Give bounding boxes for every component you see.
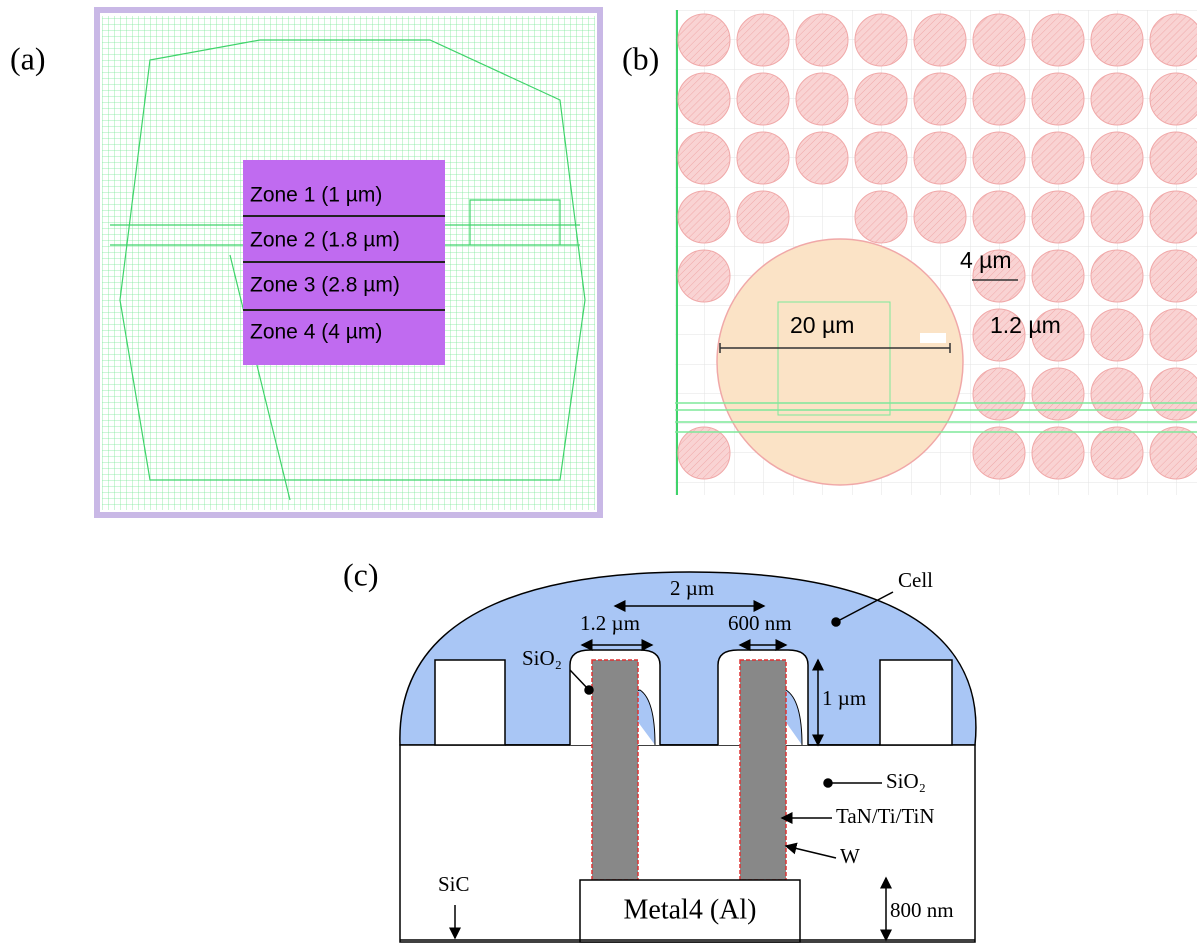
via-cell [678,191,730,243]
via-cell [855,73,907,125]
dim-label: 1 µm [822,686,866,710]
dim-label: 1.2 µm [580,611,640,635]
via-cell [1150,309,1197,361]
via [592,660,638,880]
via-cell [973,14,1025,66]
via-cell [973,368,1025,420]
via-cell [1091,368,1143,420]
panel-label: (b) [622,40,659,76]
material-label: W [840,844,860,868]
dim-label: 600 nm [728,611,792,635]
zone-label: Zone 2 (1.8 µm) [250,229,400,252]
via-cell [1150,250,1197,302]
via-cell [1032,73,1084,125]
via-cell [1091,427,1143,479]
metal-label: Metal4 (Al) [624,894,757,925]
layout-a: Zone 1 (1 µm) Zone 2 (1.8 µm) Zone 3 (2.… [97,10,600,515]
via-cell [796,73,848,125]
material-label: TaN/Ti/TiN [836,804,935,828]
via-cell [973,73,1025,125]
material-label: SiO₂ [522,646,562,670]
via-cell [1091,14,1143,66]
via-cell [1091,250,1143,302]
dim-label: 800 nm [890,898,954,922]
via-cell [1150,427,1197,479]
via-cell [914,191,966,243]
via-cell [973,427,1025,479]
via-cell [914,132,966,184]
via-cell [1091,132,1143,184]
pointer-dot [832,618,840,626]
via-cell [1032,427,1084,479]
via-cell [914,14,966,66]
via-cell [737,14,789,66]
cell-label: Cell [898,568,933,592]
zone-label: Zone 1 (1 µm) [250,184,382,207]
via [740,660,786,880]
figure: (a) Zone 1 (1 µm) Zone 2 (1.8 µm) Zone 3… [0,0,1197,949]
via-cell [1150,73,1197,125]
via-cell [1032,191,1084,243]
via-cell [855,191,907,243]
via-cell [737,191,789,243]
via-cell [1150,368,1197,420]
via-cell [973,191,1025,243]
gap-label: 1.2 µm [990,312,1061,338]
via-cell [678,427,730,479]
pad [717,239,963,485]
via-cell [1150,132,1197,184]
via-cell [914,73,966,125]
marker [920,333,946,343]
via-cell [1150,14,1197,66]
pointer-dot [585,686,593,694]
via-cell [737,73,789,125]
scale-label: 4 µm [960,247,1012,273]
via-cell [1032,250,1084,302]
via-cell [1032,132,1084,184]
pillar [880,660,952,745]
pointer-dot [824,779,832,787]
via-cell [1091,73,1143,125]
via-cell [678,73,730,125]
via-cell [678,250,730,302]
via-cell [1032,368,1084,420]
via-cell [1091,191,1143,243]
via-cell [1150,191,1197,243]
via-cell [796,14,848,66]
via-cell [1091,309,1143,361]
via-cell [1032,14,1084,66]
scale-label: 20 µm [790,312,854,338]
via-cell [737,132,789,184]
via-cell [855,14,907,66]
cross-section [400,572,976,942]
via-cell [678,132,730,184]
pillar [435,660,505,745]
panel-label: (c) [343,556,379,592]
via-cell [796,132,848,184]
material-label: SiC [438,872,470,896]
via-cell [678,14,730,66]
panel-label: (a) [10,40,46,76]
via-cell [855,132,907,184]
zone-label: Zone 3 (2.8 µm) [250,274,400,297]
dim-label: 2 µm [670,576,714,600]
zone-label: Zone 4 (4 µm) [250,321,382,344]
material-label: SiO₂ [886,769,926,793]
via-cell [973,132,1025,184]
